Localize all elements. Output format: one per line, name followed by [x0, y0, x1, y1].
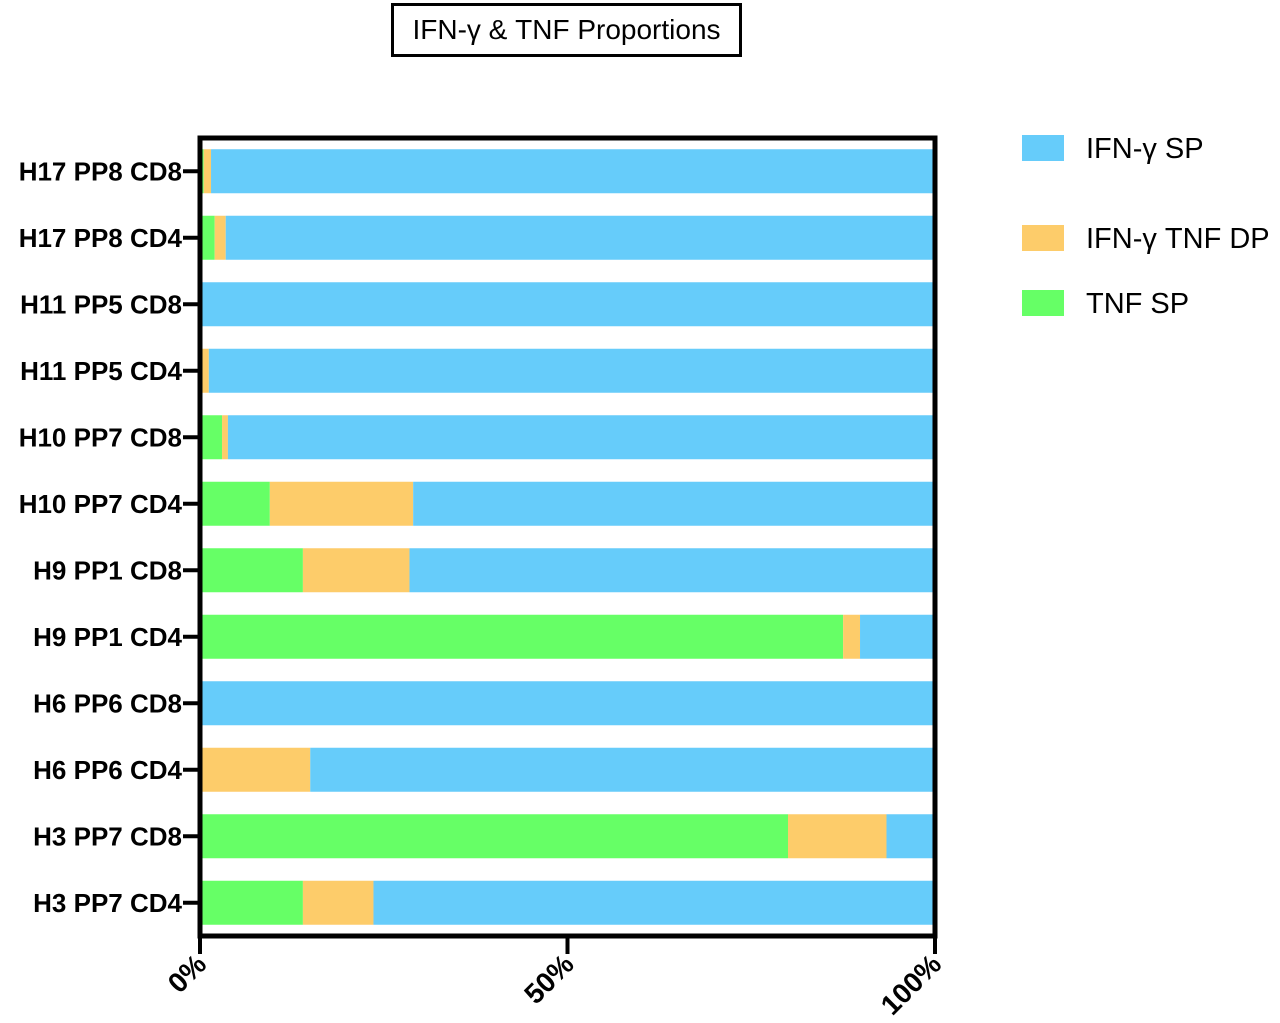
y-tick-label-1: H17 PP8 CD4 [19, 223, 183, 253]
bar-segment-2-0 [211, 149, 935, 194]
bar-segment-0-5 [200, 481, 270, 526]
y-tick-label-7: H9 PP1 CD4 [33, 622, 182, 652]
legend-swatch-1 [1022, 225, 1064, 251]
bar-segment-2-8 [202, 681, 935, 726]
y-tick-label-6: H9 PP1 CD8 [33, 555, 182, 585]
bar-segment-1-4 [222, 415, 228, 460]
y-tick-label-4: H10 PP7 CD8 [19, 422, 182, 452]
y-tick-label-5: H10 PP7 CD4 [19, 489, 183, 519]
legend-swatch-0 [1022, 135, 1064, 161]
bar-segment-1-5 [269, 481, 414, 526]
bar-segment-1-9 [200, 747, 311, 792]
y-tick-label-0: H17 PP8 CD8 [19, 156, 182, 186]
x-tick-label-0: 0% [162, 948, 213, 999]
legend-label-2: TNF SP [1086, 288, 1189, 320]
bar-segment-2-6 [409, 548, 936, 593]
y-tick-label-3: H11 PP5 CD4 [20, 356, 182, 386]
bar-segment-0-4 [200, 415, 223, 460]
y-tick-label-11: H3 PP7 CD4 [33, 888, 182, 918]
y-tick-label-8: H6 PP6 CD8 [33, 688, 182, 718]
legend-label-0: IFN-γ SP [1086, 133, 1204, 165]
legend-label-1: IFN-γ TNF DP [1086, 223, 1270, 255]
bar-segment-1-10 [788, 814, 887, 859]
bar-segment-2-5 [413, 481, 935, 526]
bar-segment-0-11 [200, 880, 303, 925]
bar-segment-1-6 [302, 548, 410, 593]
bar-segment-2-10 [886, 814, 935, 859]
bar-segment-2-1 [225, 215, 936, 260]
bar-segment-0-10 [200, 814, 788, 859]
chart-title: IFN-γ & TNF Proportions [391, 3, 742, 57]
y-tick-label-9: H6 PP6 CD4 [33, 755, 182, 785]
bar-segment-1-3 [200, 348, 209, 393]
bar-segment-2-9 [310, 747, 935, 792]
x-tick-label-1: 50% [518, 948, 580, 1010]
bar-segment-2-11 [373, 880, 936, 925]
x-tick-label-2: 100% [875, 948, 948, 1021]
legend-swatch-2 [1022, 290, 1064, 316]
bar-segment-2-4 [227, 415, 935, 460]
bar-segment-2-7 [860, 614, 935, 659]
bar-segment-1-11 [302, 880, 374, 925]
bar-segment-2-2 [200, 282, 935, 327]
bar-segment-0-1 [200, 215, 215, 260]
y-tick-label-10: H3 PP7 CD8 [33, 821, 182, 851]
bar-segment-1-0 [203, 149, 212, 194]
bar-segment-0-7 [200, 614, 844, 659]
bar-segment-1-7 [843, 614, 861, 659]
y-tick-label-2: H11 PP5 CD8 [20, 289, 182, 319]
bar-segment-2-3 [208, 348, 935, 393]
bar-segment-1-1 [214, 215, 226, 260]
bar-segment-0-6 [200, 548, 303, 593]
